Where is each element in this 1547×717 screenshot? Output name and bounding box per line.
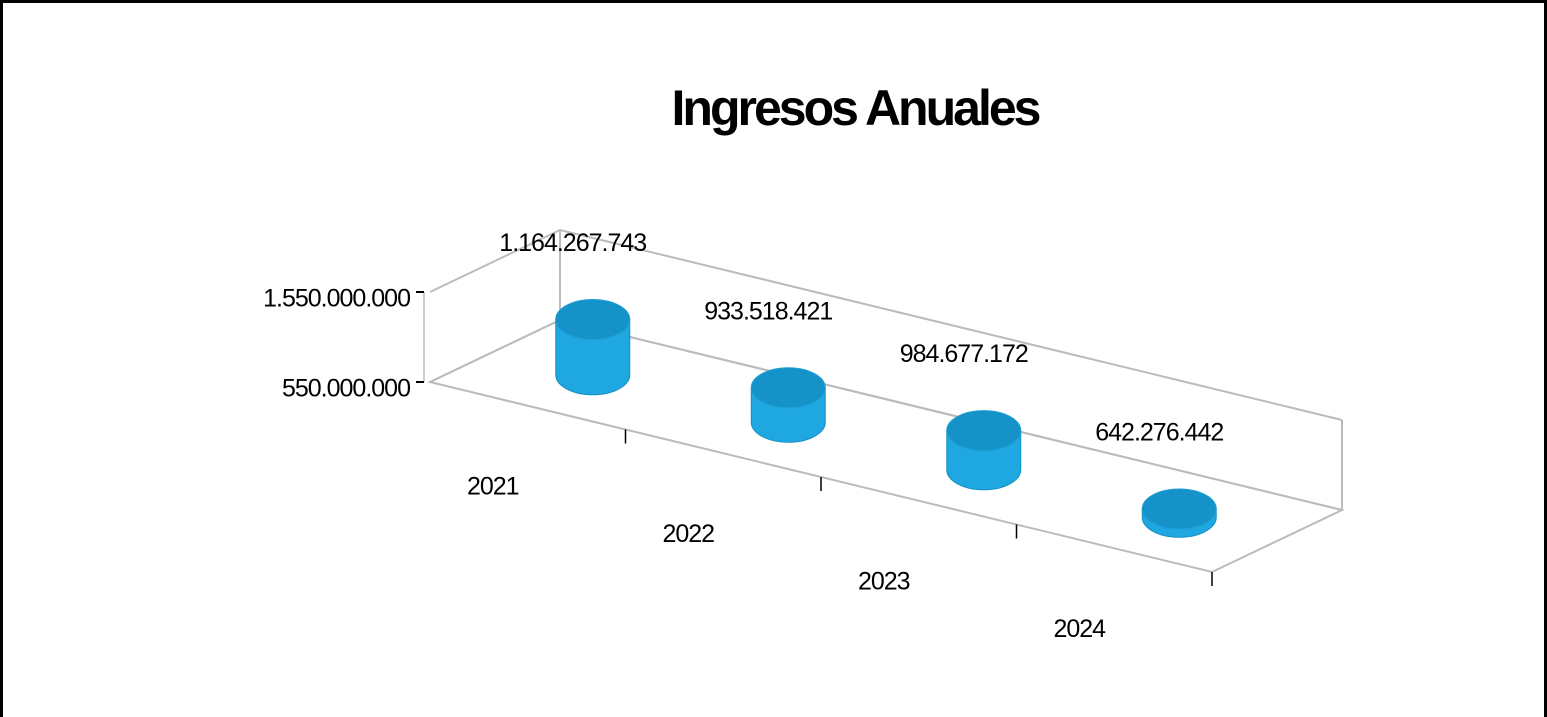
cylinder bbox=[1141, 488, 1217, 538]
cylinder-top bbox=[750, 367, 826, 409]
value-label: 984.677.172 bbox=[900, 340, 1028, 368]
value-label: 933.518.421 bbox=[704, 297, 832, 325]
cylinder-top bbox=[555, 298, 631, 340]
y-tick-label: 550.000.000 bbox=[282, 375, 410, 403]
value-label: 1.164.267.743 bbox=[499, 229, 646, 257]
value-label: 642.276.442 bbox=[1095, 419, 1223, 447]
cylinder-body bbox=[555, 318, 631, 396]
x-tick-label: 2022 bbox=[662, 520, 714, 548]
grid-line bbox=[429, 228, 1343, 421]
cylinder bbox=[555, 298, 631, 396]
x-tick-label: 2024 bbox=[1053, 615, 1106, 643]
cylinder bbox=[946, 410, 1022, 491]
chart-title: Ingresos Anuales bbox=[672, 80, 1040, 136]
x-tick-label: 2023 bbox=[858, 567, 910, 595]
x-tick-label: 2021 bbox=[467, 472, 519, 500]
cylinder-top bbox=[946, 410, 1022, 452]
cylinder-top bbox=[1141, 488, 1217, 530]
y-tick-label: 1.550.000.000 bbox=[263, 285, 410, 313]
cylinder bbox=[750, 367, 826, 443]
